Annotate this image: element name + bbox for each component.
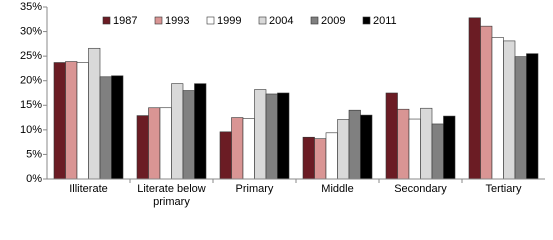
bar: [431, 123, 444, 180]
bar: [99, 76, 112, 180]
bar: [468, 17, 481, 180]
bar: [219, 131, 232, 180]
bar: [88, 47, 101, 180]
bar: [277, 92, 290, 180]
legend-label: 2011: [373, 15, 397, 27]
bar: [136, 115, 149, 180]
x-tick-label: Literate below primary: [137, 183, 206, 208]
x-tick-label: Illiterate: [69, 183, 108, 195]
bar: [111, 75, 124, 180]
chart-container: 0% 5% 10% 15% 20% 25% 30% 35% 1987 1993 1999 2004 20…: [20, 1, 545, 208]
legend-label: 2009: [321, 15, 345, 27]
bar: [302, 136, 315, 180]
bar: [360, 114, 373, 180]
bar: [159, 107, 172, 180]
y-tick-label: 15%: [20, 99, 42, 111]
bar: [420, 107, 433, 180]
y-tick-label: 5%: [26, 148, 42, 160]
bar: [348, 109, 361, 180]
bar: [254, 89, 267, 180]
bar: [443, 115, 456, 180]
bar: [491, 37, 504, 180]
bar: [242, 118, 255, 180]
legend-swatch: [206, 16, 215, 25]
x-tick-label: Tertiary: [485, 183, 522, 195]
legend-swatch: [154, 16, 163, 25]
y-tick-label: 25%: [20, 50, 42, 62]
y-tick-label: 20%: [20, 75, 42, 87]
bar: [76, 62, 89, 180]
legend-swatch: [102, 16, 111, 25]
legend-label: 1993: [165, 15, 189, 27]
x-tick-label: Secondary: [394, 183, 447, 195]
bar: [314, 138, 327, 180]
y-tick-label: 35%: [20, 1, 42, 13]
chart: 0% 5% 10% 15% 20% 25% 30% 35% 1987 1993 1999 2004 20…: [20, 1, 545, 185]
legend-label: 2004: [269, 15, 293, 27]
legend-swatch: [310, 16, 319, 25]
bar: [53, 62, 66, 180]
bar: [503, 40, 516, 180]
legend-swatch: [258, 16, 267, 25]
bar: [385, 92, 398, 180]
y-tick-label: 0%: [26, 173, 42, 185]
x-tick-label: Middle: [321, 183, 354, 195]
bar: [194, 83, 207, 180]
bar: [480, 25, 493, 180]
bar: [265, 93, 278, 180]
x-tick-label: Primary: [235, 183, 274, 195]
y-tick-label: 30%: [20, 25, 42, 37]
legend-label: 1999: [217, 15, 241, 27]
bar: [514, 56, 527, 180]
bar: [325, 132, 338, 180]
y-tick-label: 10%: [20, 124, 42, 136]
bar: [148, 107, 161, 180]
legend-label: 1987: [113, 15, 137, 27]
legend-swatch: [362, 16, 371, 25]
bar: [337, 119, 350, 180]
bar: [408, 118, 421, 180]
bar: [182, 90, 195, 180]
bar: [65, 61, 78, 180]
bar: [231, 117, 244, 180]
bar: [171, 83, 184, 180]
bar: [397, 108, 410, 180]
bar: [526, 53, 539, 180]
